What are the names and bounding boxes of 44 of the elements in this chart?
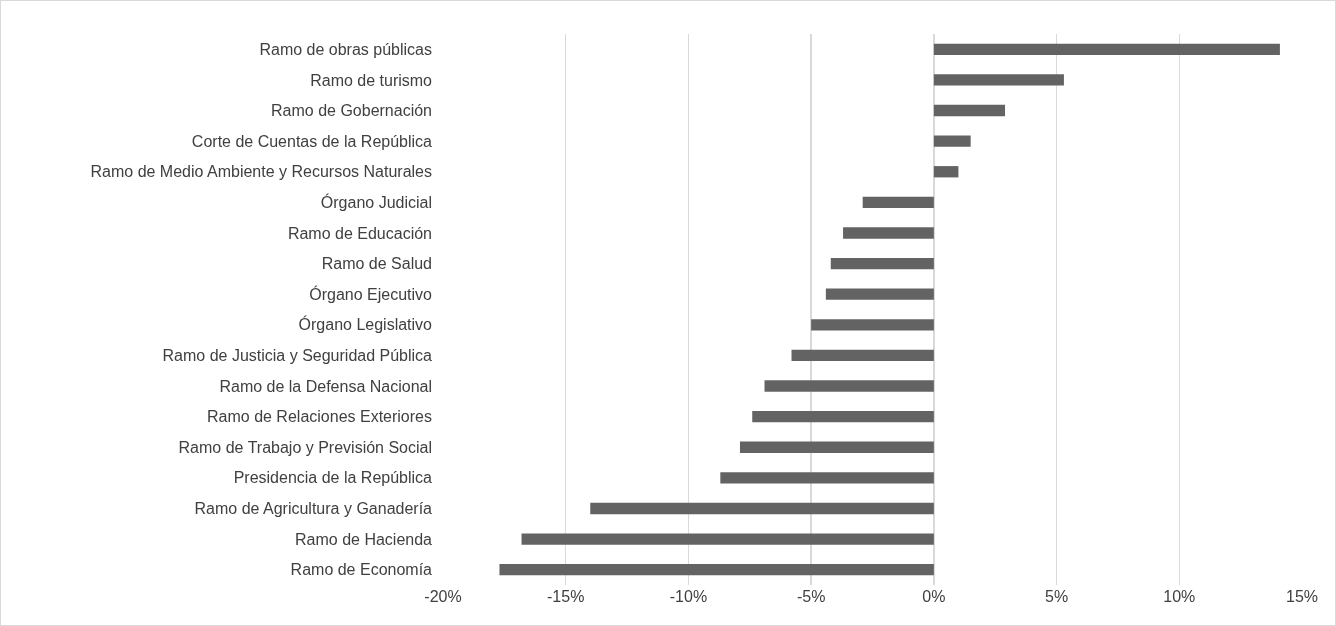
x-tick-label: -5% xyxy=(796,588,826,605)
x-tick-label: 15% xyxy=(1285,588,1319,605)
y-tick-label: Órgano Ejecutivo xyxy=(309,284,433,303)
y-tick-label: Presidencia de la República xyxy=(233,469,433,487)
bar xyxy=(933,135,971,147)
x-tick-label: -15% xyxy=(547,588,585,605)
x-tick-label: -10% xyxy=(669,588,708,605)
y-tick-label: Ramo de Agricultura y Ganadería xyxy=(194,500,433,518)
bar xyxy=(521,533,934,545)
x-tick-label: 0% xyxy=(922,588,946,605)
bar xyxy=(933,43,1280,55)
bar xyxy=(933,74,1064,86)
y-tick-label: Corte de Cuentas de la República xyxy=(191,132,433,150)
bar xyxy=(843,227,934,239)
bar xyxy=(720,472,934,484)
x-tick-label: -20% xyxy=(424,588,462,605)
y-tick-label: Ramo de obras públicas xyxy=(259,40,432,58)
y-tick-label: Ramo de Hacienda xyxy=(295,530,433,548)
bar xyxy=(752,410,934,423)
bar xyxy=(590,502,934,515)
y-tick-label: Ramo de Gobernación xyxy=(271,102,432,120)
bar xyxy=(830,257,934,270)
bar xyxy=(499,564,934,576)
y-tick-label: Ramo de Economía xyxy=(290,561,433,579)
y-tick-label: Ramo de Medio Ambiente y Recursos Naturales xyxy=(90,163,432,181)
y-tick-label: Ramo de Justicia y Seguridad Pública xyxy=(162,347,433,365)
y-tick-label: Ramo de la Defensa Nacional xyxy=(219,377,432,395)
bar xyxy=(933,166,959,178)
x-tick-label: 5% xyxy=(1045,588,1069,605)
y-tick-label: Órgano Legislativo xyxy=(298,315,433,334)
y-tick-label: Ramo de Relaciones Exteriores xyxy=(207,408,432,426)
y-tick-label: Ramo de Educación xyxy=(287,224,432,242)
y-tick-label: Ramo de Trabajo y Previsión Social xyxy=(178,438,432,456)
bar xyxy=(791,349,934,362)
y-tick-label: Órgano Judicial xyxy=(320,192,432,211)
y-tick-label: Ramo de turismo xyxy=(310,71,433,89)
bar xyxy=(825,288,934,300)
x-tick-label: 10% xyxy=(1163,588,1196,605)
bar xyxy=(739,441,934,453)
bar xyxy=(862,196,934,209)
bar xyxy=(764,380,934,392)
bar xyxy=(811,319,934,331)
y-tick-label: Ramo de Salud xyxy=(321,255,432,273)
bar xyxy=(933,104,1006,117)
